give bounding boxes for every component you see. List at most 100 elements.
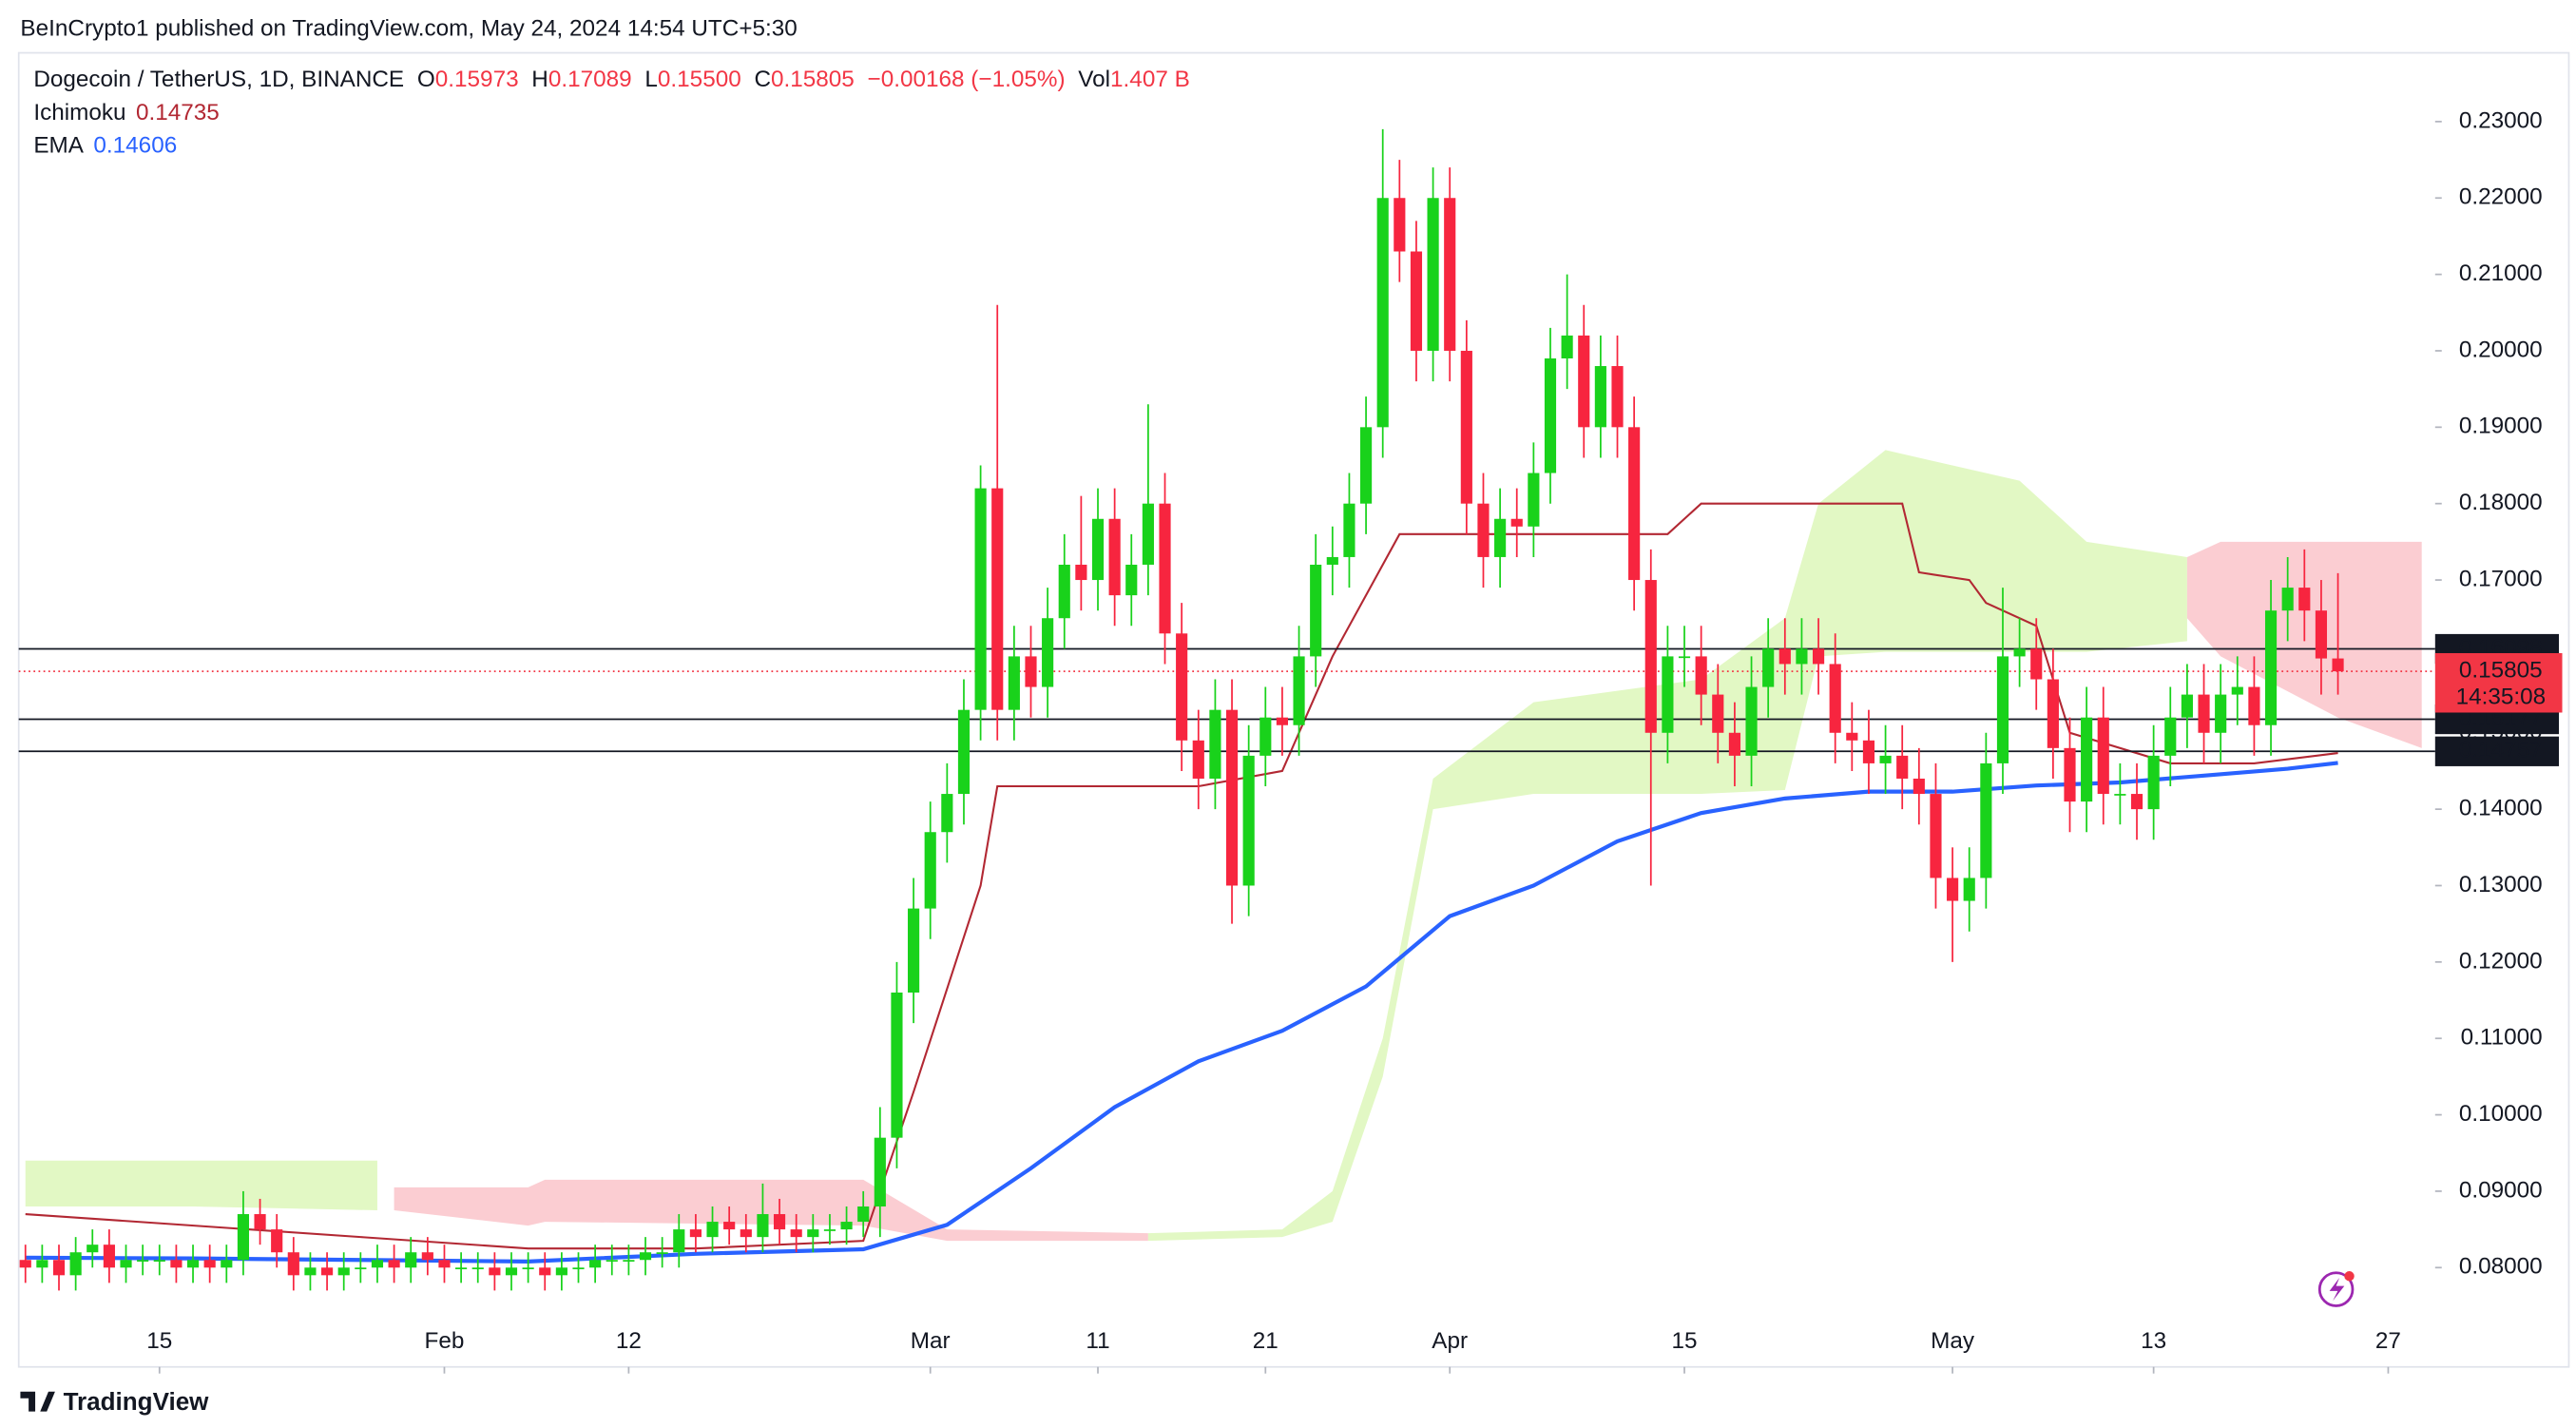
candle-body xyxy=(773,1214,786,1230)
candle-body xyxy=(355,1267,367,1270)
ichimoku-value: 0.14735 xyxy=(136,100,220,125)
candle-body xyxy=(790,1229,802,1238)
candle-body xyxy=(2064,747,2076,802)
candle-body xyxy=(1862,740,1875,763)
x-tick-label: 21 xyxy=(1253,1328,1278,1354)
candle-body xyxy=(1276,717,1289,725)
candle-body xyxy=(287,1252,299,1276)
candle-body xyxy=(1410,251,1423,351)
candle-body xyxy=(2030,648,2043,680)
candle-body xyxy=(1376,198,1389,428)
y-tick-label: 0.11000 xyxy=(2461,1025,2543,1051)
candle-body xyxy=(1025,656,1037,687)
axis-layer: 0.08000 0.09000 0.10000 0.11000 0.12000 0.130… xyxy=(146,107,2563,1374)
candle-body xyxy=(69,1252,82,1276)
candle-body xyxy=(438,1260,451,1268)
candle-body xyxy=(1075,564,1087,581)
candle-body xyxy=(421,1252,433,1261)
candle-body xyxy=(1628,427,1641,581)
x-tick-label: 15 xyxy=(1672,1328,1698,1354)
icon-ring xyxy=(2317,1271,2355,1307)
candle-body xyxy=(170,1260,183,1268)
change-value: −0.00168 (−1.05%) xyxy=(868,68,1066,93)
volume-value: 1.407 B xyxy=(1110,68,1190,93)
ichimoku-cloud xyxy=(1147,450,2187,1242)
publish-header: BeInCrypto1 published on TradingView.com… xyxy=(20,16,797,42)
candle-body xyxy=(2130,794,2143,810)
footer-logo: TradingView xyxy=(20,1387,209,1416)
open-label: O xyxy=(417,68,435,93)
candle-body xyxy=(740,1229,752,1238)
candle-body xyxy=(505,1267,518,1276)
candle-body xyxy=(589,1260,602,1268)
candle-body xyxy=(1242,755,1255,886)
candle-body xyxy=(1494,518,1507,557)
candle-body xyxy=(1444,198,1456,351)
candle-body xyxy=(1947,878,1959,901)
ichimoku-cloud xyxy=(2186,541,2422,748)
candle-body xyxy=(1678,656,1691,659)
y-tick-label: 0.23000 xyxy=(2459,107,2543,133)
candle-body xyxy=(974,488,987,710)
candle-body xyxy=(1310,564,1322,657)
close-value: 0.15805 xyxy=(771,68,855,93)
candle-body xyxy=(1762,648,1775,687)
symbol-legend: Dogecoin / TetherUS, 1D, BINANCE O0.1597… xyxy=(33,68,1190,93)
candle-body xyxy=(1980,762,1992,878)
candle-body xyxy=(1477,503,1490,557)
candle-body xyxy=(1394,198,1406,252)
candle-body xyxy=(2147,755,2160,810)
low-label: L xyxy=(644,68,658,93)
candle-body xyxy=(271,1229,283,1253)
icon-dot xyxy=(2344,1271,2355,1282)
symbol: Dogecoin / TetherUS, 1D, BINANCE xyxy=(33,68,404,93)
candle-body xyxy=(1008,656,1020,710)
footer-brand: TradingView xyxy=(64,1387,210,1416)
candle-body xyxy=(1578,335,1590,428)
candle-body xyxy=(2013,648,2026,657)
candle-body xyxy=(254,1214,266,1230)
y-tick-label: 0.20000 xyxy=(2459,337,2543,362)
candle-body xyxy=(908,908,920,993)
y-tick-label: 0.10000 xyxy=(2459,1101,2543,1127)
x-tick-label: 13 xyxy=(2141,1328,2166,1354)
candle-body xyxy=(1326,556,1338,565)
candle-body xyxy=(52,1260,66,1276)
candle-body xyxy=(1963,878,1975,901)
candle-body xyxy=(1058,564,1070,619)
candle-body xyxy=(1712,694,1724,733)
flash-icon[interactable] xyxy=(2317,1271,2355,1307)
candle-body xyxy=(2264,610,2278,725)
high-label: H xyxy=(531,68,548,93)
candle-body xyxy=(153,1260,165,1262)
candle-body xyxy=(1896,755,1909,779)
candle-body xyxy=(1829,664,1841,733)
candle-body xyxy=(1125,564,1138,596)
candle-body xyxy=(2198,694,2210,733)
candle-body xyxy=(673,1229,685,1253)
candle-body xyxy=(840,1222,853,1230)
candle-body xyxy=(1561,335,1573,359)
candle-body xyxy=(19,1260,31,1268)
candle-body xyxy=(1108,518,1121,596)
candle-body xyxy=(991,488,1004,710)
high-value: 0.17089 xyxy=(548,68,632,93)
candle-body xyxy=(723,1222,736,1230)
candle-body xyxy=(2181,694,2193,718)
candle-body xyxy=(1745,686,1758,756)
y-tick-label: 0.09000 xyxy=(2459,1177,2543,1203)
y-tick-label: 0.22000 xyxy=(2459,184,2543,210)
ema-legend: EMA 0.14606 xyxy=(33,133,177,159)
candle-body xyxy=(237,1214,250,1261)
candle-body xyxy=(656,1252,668,1254)
x-tick-label: Feb xyxy=(425,1328,465,1354)
candle-body xyxy=(1695,656,1707,695)
volume-label: Vol xyxy=(1078,68,1110,93)
level-label-box xyxy=(2434,736,2560,766)
countdown-label: 14:35:08 xyxy=(2456,684,2547,709)
candle-body xyxy=(2097,717,2109,795)
x-tick-label: Apr xyxy=(1432,1328,1468,1354)
candle-layer xyxy=(19,128,2344,1291)
candle-body xyxy=(539,1267,551,1276)
